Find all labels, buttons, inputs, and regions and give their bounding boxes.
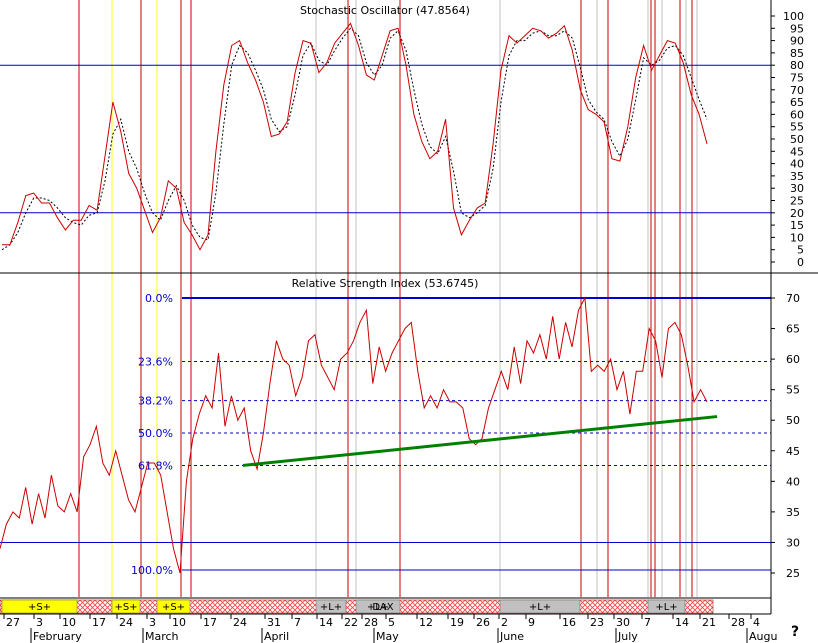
day-tick-label: 14 <box>319 616 333 629</box>
rsi-y-tick-label: 25 <box>786 567 800 580</box>
day-tick-label: 28 <box>364 616 378 629</box>
stochastic-y-tick-label: 100 <box>783 10 804 23</box>
day-tick-label: 3 <box>36 616 43 629</box>
stochastic-y-tick-label: 60 <box>790 108 804 121</box>
day-tick-label: 30 <box>616 616 630 629</box>
stochastic-title: Stochastic Oscillator (47.8564) <box>300 4 470 17</box>
month-label: March <box>145 630 179 643</box>
fibonacci-level-label: 100.0% <box>131 564 173 577</box>
stochastic-y-tick-label: 90 <box>790 35 804 48</box>
signal-segment <box>1 599 78 614</box>
stochastic-y-tick-label: 20 <box>790 207 804 220</box>
day-tick-label: 7 <box>294 616 301 629</box>
fibonacci-level-label: 38.2% <box>138 395 173 408</box>
day-tick-label: 24 <box>119 616 133 629</box>
rsi-panel: 0.0%23.6%38.2%50.0%61.8%100.0% 2530354045… <box>0 277 800 580</box>
rsi-y-tick-label: 55 <box>786 384 800 397</box>
rsi-y-tick-label: 50 <box>786 414 800 427</box>
stochastic-y-tick-label: 40 <box>790 158 804 171</box>
stochastic-y-tick-label: 70 <box>790 84 804 97</box>
fibonacci-level-label: 50.0% <box>138 427 173 440</box>
stochastic-y-tick-label: 15 <box>790 219 804 232</box>
day-tick-label: 17 <box>92 616 106 629</box>
day-tick-label: 14 <box>675 616 689 629</box>
day-tick-label: 10 <box>172 616 186 629</box>
day-tick-label: 7 <box>644 616 651 629</box>
signal-segment <box>156 599 191 614</box>
day-tick-label: 2 <box>501 616 508 629</box>
signal-label: +S+ <box>28 602 51 613</box>
signal-segment <box>647 599 686 614</box>
rsi-y-tick-label: 35 <box>786 506 800 519</box>
stochastic-panel: 0510152025303540455055606570758085909510… <box>0 4 804 269</box>
day-tick-label: 31 <box>267 616 281 629</box>
day-tick-label: 21 <box>702 616 716 629</box>
stochastic-y-tick-label: 50 <box>790 133 804 146</box>
fibonacci-level-label: 0.0% <box>145 292 173 305</box>
rsi-y-tick-label: 40 <box>786 475 800 488</box>
month-label: April <box>264 630 289 643</box>
signal-label: +S+ <box>162 602 185 613</box>
day-tick-label: 4 <box>753 616 760 629</box>
day-tick-label: 12 <box>419 616 433 629</box>
signal-label: +L+ <box>367 602 389 613</box>
stochastic-y-tick-label: 95 <box>790 22 804 35</box>
signal-bar: +S+ +S+ +S+ +L+ +L+DAX +L+ +L+ <box>0 599 714 614</box>
stochastic-line <box>2 22 708 251</box>
day-tick-label: 10 <box>62 616 76 629</box>
day-tick-label: 22 <box>344 616 358 629</box>
stochastic-y-tick-label: 5 <box>797 244 804 257</box>
day-tick-label: 27 <box>6 616 20 629</box>
stochastic-y-tick-label: 55 <box>790 121 804 134</box>
signal-label: +L+ <box>655 602 677 613</box>
signal-segment <box>499 599 581 614</box>
day-tick-label: 3 <box>149 616 156 629</box>
rsi-line <box>0 296 708 574</box>
rsi-title: Relative Strength Index (53.6745) <box>292 277 479 290</box>
rsi-y-tick-label: 70 <box>786 292 800 305</box>
day-tick-label: 5 <box>388 616 395 629</box>
rsi-y-tick-label: 60 <box>786 353 800 366</box>
month-label: Augu <box>749 630 777 643</box>
stochastic-y-tick-label: 25 <box>790 195 804 208</box>
signal-segment <box>315 599 347 614</box>
day-tick-label: 17 <box>203 616 217 629</box>
stochastic-y-tick-label: 0 <box>797 256 804 269</box>
day-tick-label: 23 <box>590 616 604 629</box>
signal-label: +L+ <box>529 602 551 613</box>
time-axis: 27 3 10 17 24 3 10 17 24 31 7 14 22 28 5 12 19 26 2 9 16 23 30… <box>0 613 777 643</box>
rsi-trendline <box>242 415 718 467</box>
stochastic-y-tick-label: 65 <box>790 96 804 109</box>
month-label: May <box>376 630 399 643</box>
signal-segment <box>355 599 401 614</box>
month-label: February <box>33 630 82 643</box>
day-tick-label: 16 <box>562 616 576 629</box>
signal-segment <box>111 599 141 614</box>
day-tick-label: 9 <box>528 616 535 629</box>
month-label: June <box>499 630 524 643</box>
stochastic-y-tick-label: 45 <box>790 145 804 158</box>
help-icon: ? <box>791 624 799 640</box>
fibonacci-level-label: 23.6% <box>138 356 173 369</box>
signal-label: DAX <box>372 602 393 613</box>
stochastic-y-tick-label: 30 <box>790 182 804 195</box>
stochastic-y-tick-label: 75 <box>790 72 804 85</box>
day-tick-label: 26 <box>476 616 490 629</box>
day-tick-label: 24 <box>233 616 247 629</box>
stochastic-y-tick-label: 35 <box>790 170 804 183</box>
rsi-y-tick-label: 30 <box>786 536 800 549</box>
stochastic-y-tick-label: 85 <box>790 47 804 60</box>
signal-label: +L+ <box>320 602 342 613</box>
stochastic-y-tick-label: 80 <box>790 59 804 72</box>
day-tick-label: 28 <box>731 616 745 629</box>
signal-label: +S+ <box>114 602 137 613</box>
rsi-y-tick-label: 45 <box>786 445 800 458</box>
day-tick-label: 19 <box>450 616 464 629</box>
month-label: July <box>617 630 638 643</box>
rsi-y-tick-label: 65 <box>786 323 800 336</box>
stochastic-y-tick-label: 10 <box>790 231 804 244</box>
